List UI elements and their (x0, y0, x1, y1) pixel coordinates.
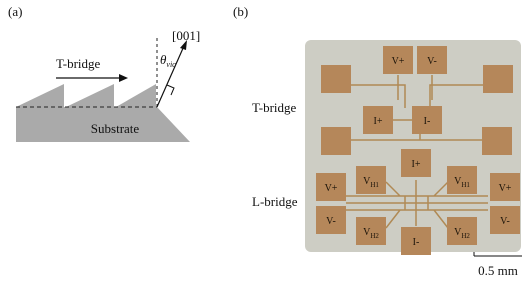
pad-label: I- (413, 237, 420, 248)
pad-sub: H1 (370, 181, 379, 189)
pad-label: I+ (412, 159, 421, 170)
pad: VH1 (447, 166, 477, 194)
axis-label: [001] (172, 28, 200, 43)
scale-label: 0.5 mm (478, 263, 518, 278)
pad: I+ (363, 106, 393, 134)
pad-sub: H2 (370, 232, 379, 240)
pad-sub: H2 (461, 232, 470, 240)
figure: (a) [001] θvic T-bridge Substrate (b) T-… (0, 0, 523, 289)
pad-sub: H1 (461, 181, 470, 189)
pad: VH2 (447, 217, 477, 245)
angle-label: θvic (160, 52, 176, 69)
arrow-head (119, 74, 128, 82)
pad-label: V- (500, 216, 510, 227)
pad-main: I- (413, 237, 420, 248)
pad: V- (316, 206, 346, 234)
pad-square (447, 217, 477, 245)
pad (482, 127, 512, 155)
pad (321, 127, 351, 155)
pad: V+ (383, 46, 413, 74)
pad-square (356, 166, 386, 194)
pad: I+ (401, 149, 431, 177)
pad-main: I+ (374, 116, 383, 127)
pad-label: I+ (374, 116, 383, 127)
pad-main: I+ (412, 159, 421, 170)
pad-main: I- (424, 116, 431, 127)
pad-main: V+ (499, 183, 512, 194)
pad-main: V- (326, 216, 336, 227)
pad-square (447, 166, 477, 194)
angle-sub: vic (166, 60, 176, 69)
pad (321, 65, 351, 93)
panel-label: (a) (8, 4, 22, 19)
pad (483, 65, 513, 93)
right-angle (167, 85, 174, 95)
pad: V- (417, 46, 447, 74)
pad-main: V+ (392, 56, 405, 67)
l-bridge-label: L-bridge (252, 194, 298, 209)
direction-label: T-bridge (56, 56, 101, 71)
substrate-label: Substrate (91, 121, 140, 136)
pad: V- (490, 206, 520, 234)
panel-label: (b) (233, 4, 248, 19)
t-bridge-label: T-bridge (252, 100, 297, 115)
pad-label: V- (427, 56, 437, 67)
pad: VH1 (356, 166, 386, 194)
pad: VH2 (356, 217, 386, 245)
pad: V+ (490, 173, 520, 201)
pad-square (356, 217, 386, 245)
pad-label: V- (326, 216, 336, 227)
pad-label: V+ (392, 56, 405, 67)
pad-main: V+ (325, 183, 338, 194)
pad: I- (412, 106, 442, 134)
pad-label: V+ (325, 183, 338, 194)
pad-main: V- (500, 216, 510, 227)
pad: V+ (316, 173, 346, 201)
pad-label: I- (424, 116, 431, 127)
pad-label: V+ (499, 183, 512, 194)
pad-main: V- (427, 56, 437, 67)
pad: I- (401, 227, 431, 255)
